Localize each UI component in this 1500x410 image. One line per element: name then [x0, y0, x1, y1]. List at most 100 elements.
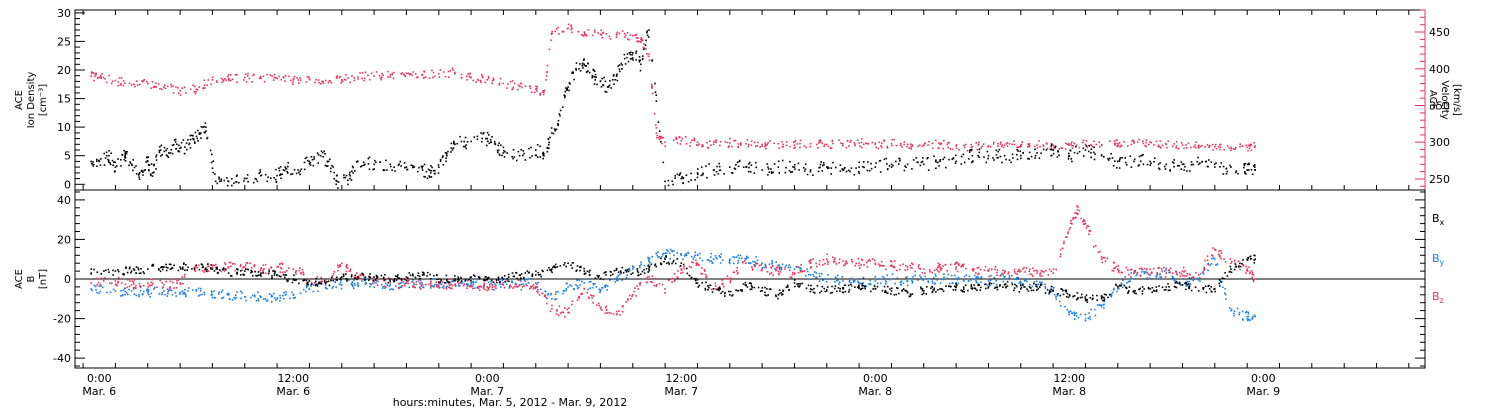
bx-scatter-39-6 [729, 290, 732, 293]
by-scatter-21-0 [441, 286, 444, 289]
density-scatter-29-3 [373, 168, 375, 170]
by-scatter-34-7 [649, 261, 651, 264]
velocity-scatter-49-7 [838, 139, 840, 141]
density-point-42 [535, 149, 537, 151]
bz-scatter-49-2 [891, 260, 893, 263]
velocity-scatter-50-1 [848, 145, 850, 147]
density-scatter-85-6 [1118, 160, 1121, 162]
density-scatter-10-2 [169, 152, 172, 154]
bz-scatter-10-10 [262, 272, 264, 275]
bz-scatter-67-5 [1178, 271, 1181, 274]
velocity-scatter-42-4 [715, 139, 718, 141]
velocity-scatter-34-3 [628, 38, 630, 41]
by-scatter-28-1 [557, 291, 559, 293]
density-scatter-22-3 [298, 171, 300, 174]
density-point-48 [583, 63, 586, 66]
by-scatter-7-5 [218, 291, 220, 293]
bx-scatter-46-2 [844, 284, 847, 286]
density-scatter-19-9 [275, 178, 277, 181]
by-scatter-22-0 [461, 282, 464, 284]
by-scatter-46-1 [848, 280, 851, 282]
bz-scatter-28-2 [556, 309, 558, 311]
density-scatter-76-6 [978, 156, 980, 158]
velocity-scatter-16-8 [351, 75, 353, 77]
bz-scatter-52-7 [941, 267, 943, 270]
bz-scatter-15-1 [345, 266, 348, 268]
density-scatter-85-9 [1125, 164, 1128, 166]
density-point-59 [696, 172, 699, 174]
by-scatter-1-3 [125, 292, 128, 294]
bz-scatter-47-8 [869, 260, 871, 262]
top-left-label-15: 15 [57, 93, 71, 106]
bx-scatter-6-4 [204, 268, 206, 271]
velocity-scatter-15-7 [335, 77, 338, 79]
bx-scatter-42-3 [778, 289, 781, 291]
bz-scatter-17-5 [376, 277, 379, 280]
bx-scatter-54-0 [985, 287, 987, 290]
by-scatter-10-6 [270, 294, 273, 296]
by-point-39 [729, 258, 731, 260]
bz-scatter-3-3 [149, 285, 152, 287]
bx-scatter-27-1 [541, 269, 544, 272]
by-scatter-24-10 [490, 280, 492, 283]
by-scatter-42-6 [788, 264, 791, 266]
by-scatter-15-3 [348, 279, 350, 281]
bx-scatter-18-0 [397, 274, 399, 276]
velocity-scatter-6-8 [179, 94, 182, 96]
bz-scatter-4-4 [169, 280, 172, 283]
by-scatter-34-0 [651, 255, 653, 258]
bz-scatter-44-8 [810, 259, 812, 261]
bz-scatter-48-9 [883, 265, 885, 267]
velocity-scatter-6-0 [183, 86, 186, 89]
velocity-scatter-57-7 [955, 144, 958, 146]
bx-scatter-61-5 [1085, 299, 1088, 301]
bx-scatter-55-3 [999, 285, 1001, 287]
by-scatter-44-9 [819, 275, 821, 278]
bx-scatter-41-11 [767, 294, 769, 296]
bz-scatter-29-3 [568, 307, 570, 309]
bx-scatter-56-10 [1005, 286, 1007, 289]
velocity-scatter-56-9 [949, 148, 952, 150]
density-scatter-58-2 [690, 172, 692, 175]
velocity-scatter-3-0 [142, 80, 144, 83]
velocity-scatter-62-7 [1038, 140, 1040, 142]
bz-scatter-27-3 [535, 286, 538, 288]
bottom-axis-title-line-3: [nT] [38, 269, 49, 289]
bx-scatter-22-1 [468, 278, 470, 281]
bz-scatter-26-9 [521, 286, 524, 288]
density-scatter-50-6 [599, 80, 602, 82]
density-scatter-53-6 [626, 56, 628, 59]
bx-scatter-59-1 [1062, 289, 1064, 292]
bx-scatter-69-3 [1223, 277, 1225, 280]
density-scatter-74-5 [951, 158, 953, 161]
velocity-scatter-59-8 [999, 141, 1002, 143]
density-scatter-86-6 [1138, 164, 1140, 166]
bz-point-71 [1230, 262, 1232, 264]
velocity-scatter-67-9 [1131, 140, 1133, 142]
by-scatter-5-0 [188, 287, 190, 289]
velocity-scatter-11-3 [263, 80, 266, 83]
bz-scatter-62-1 [1085, 227, 1088, 229]
bx-scatter-14-11 [335, 279, 338, 281]
velocity-scatter-9-6 [242, 79, 245, 81]
bx-point-9 [244, 270, 246, 272]
bz-scatter-67-10 [1175, 270, 1178, 273]
bx-scatter-67-4 [1188, 285, 1191, 287]
bx-scatter-53-0 [967, 289, 969, 292]
density-scatter-93-1 [1254, 164, 1256, 166]
velocity-scatter-69-5 [1150, 141, 1153, 144]
density-scatter-0-8 [96, 160, 98, 163]
bx-scatter-24-4 [501, 276, 503, 279]
by-scatter-62-4 [1110, 293, 1113, 296]
bottom-axis-title-line-2: B [26, 275, 37, 282]
density-scatter-10-8 [171, 152, 174, 155]
density-scatter-11-9 [177, 150, 180, 152]
by-scatter-70-8 [1236, 307, 1239, 310]
velocity-scatter-52-2 [886, 147, 889, 149]
density-scatter-31-7 [412, 166, 414, 169]
bx-scatter-17-1 [375, 277, 378, 280]
bx-point-13 [308, 280, 311, 282]
density-point-4 [124, 154, 126, 157]
velocity-point-45 [761, 143, 763, 146]
density-scatter-56-8 [660, 140, 662, 143]
